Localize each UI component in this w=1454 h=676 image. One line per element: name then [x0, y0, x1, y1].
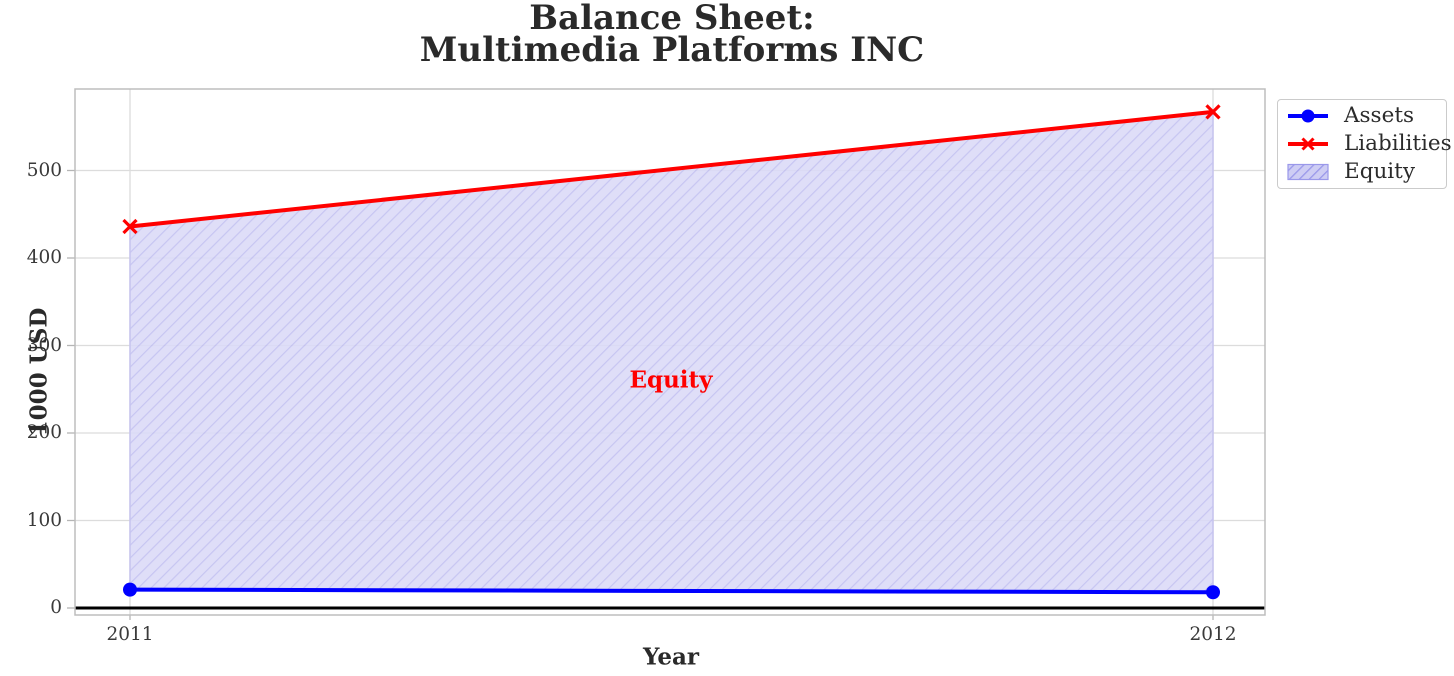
y-tick-label: 0: [50, 597, 62, 618]
legend-item-liabilities: Liabilities: [1286, 130, 1452, 158]
x-tick-label: 2011: [106, 624, 154, 645]
legend-label-liabilities: Liabilities: [1344, 131, 1452, 156]
y-tick-label: 400: [26, 247, 62, 268]
legend-item-equity: Equity: [1286, 158, 1438, 186]
chart-title-line-2: Multimedia Platforms INC: [419, 30, 925, 70]
x-axis-label: Year: [642, 643, 700, 671]
liabilities-line: [128, 109, 1215, 229]
legend-swatch-equity-patch-icon: [1287, 163, 1329, 181]
chart-title: Balance Sheet: Multimedia Platforms INC: [419, 0, 925, 70]
liabilities-marker: [1205, 104, 1221, 120]
y-tick-label: 200: [26, 422, 62, 443]
legend-swatch-assets-line-icon: [1288, 109, 1328, 123]
assets-marker: [1206, 585, 1220, 600]
legend-swatch-liabilities-line-icon: [1288, 137, 1328, 151]
legend-item-assets: Assets: [1286, 102, 1438, 130]
assets-marker: [123, 582, 137, 597]
y-axis-label: 1000 USD: [25, 307, 53, 437]
axes-border: [74, 88, 1266, 616]
y-tick-label: 100: [26, 509, 62, 531]
legend: Assets Liabilities Equity: [1277, 99, 1452, 189]
assets-line: [128, 587, 1215, 595]
legend-label-assets: Assets: [1344, 103, 1414, 128]
equity-area-annotation: Equity: [629, 366, 713, 394]
legend-label-equity: Equity: [1344, 159, 1415, 184]
equity-area: [129, 111, 1214, 594]
chart-title-line-1: Balance Sheet:: [529, 0, 815, 38]
y-tick-label: 500: [26, 159, 62, 181]
y-tick-label: 300: [26, 334, 62, 356]
liabilities-marker: [122, 218, 138, 235]
x-tick-label: 2012: [1189, 624, 1237, 645]
